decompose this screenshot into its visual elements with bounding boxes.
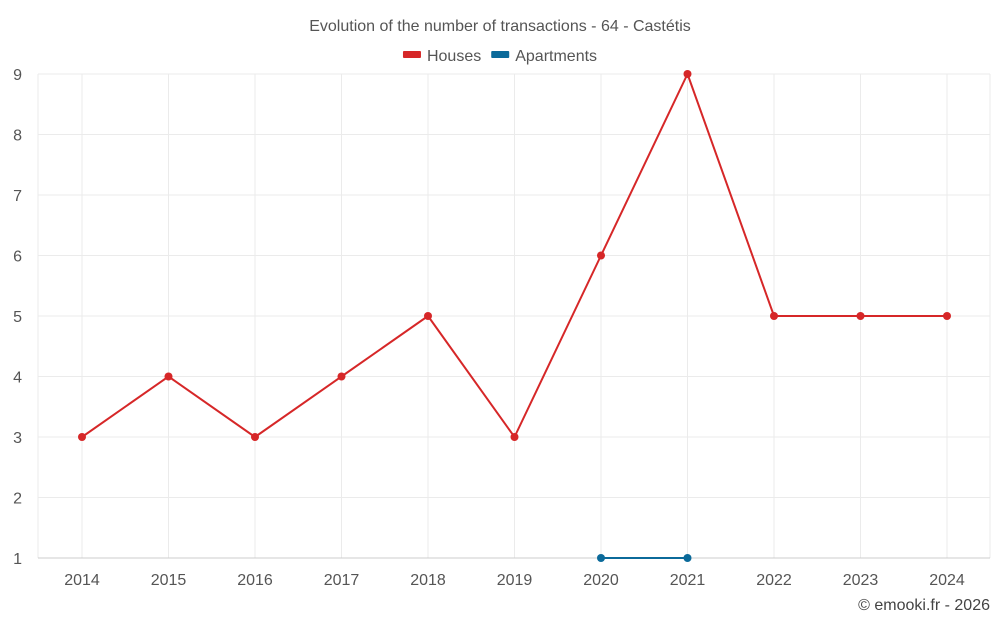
- x-tick-label: 2020: [583, 572, 619, 589]
- series-apartments: [597, 554, 692, 562]
- y-tick-label: 1: [13, 551, 22, 568]
- data-point-apartments[interactable]: [683, 554, 692, 562]
- chart-series: [78, 70, 951, 562]
- y-tick-label: 6: [13, 249, 22, 266]
- data-point-houses[interactable]: [943, 312, 951, 320]
- data-point-houses[interactable]: [856, 312, 865, 320]
- credit-text: © emooki.fr - 2026: [858, 597, 990, 614]
- y-tick-label: 2: [13, 491, 22, 508]
- x-tick-label: 2022: [756, 572, 792, 589]
- y-tick-label: 7: [13, 188, 22, 205]
- data-point-houses[interactable]: [770, 312, 778, 320]
- data-point-houses[interactable]: [251, 433, 259, 441]
- x-tick-label: 2017: [324, 572, 360, 589]
- x-tick-label: 2024: [929, 572, 965, 589]
- data-point-houses[interactable]: [424, 312, 432, 320]
- legend-swatch-apartments: [491, 51, 510, 58]
- x-tick-label: 2014: [64, 572, 100, 589]
- y-tick-label: 8: [13, 128, 22, 145]
- data-point-apartments[interactable]: [597, 554, 605, 562]
- legend-label-houses: Houses: [427, 48, 481, 65]
- data-point-houses[interactable]: [683, 70, 692, 78]
- x-tick-label: 2018: [410, 572, 446, 589]
- legend-swatch-houses: [402, 51, 421, 58]
- y-tick-label: 3: [13, 430, 22, 447]
- data-point-houses[interactable]: [78, 433, 86, 441]
- x-tick-label: 2021: [670, 572, 706, 589]
- data-point-houses[interactable]: [337, 372, 346, 381]
- x-tick-label: 2023: [843, 572, 879, 589]
- data-point-houses[interactable]: [597, 251, 605, 260]
- x-tick-label: 2019: [497, 572, 533, 589]
- series-houses: [78, 70, 951, 441]
- y-tick-label: 5: [13, 309, 22, 326]
- legend-item-apartments[interactable]: Apartments: [491, 48, 597, 65]
- x-tick-label: 2015: [151, 572, 187, 589]
- y-tick-label: 9: [13, 67, 22, 84]
- x-tick-label: 2016: [237, 572, 273, 589]
- y-tick-label: 4: [13, 370, 22, 387]
- legend-item-houses[interactable]: Houses: [402, 48, 481, 65]
- legend-label-apartments: Apartments: [515, 48, 597, 65]
- data-point-houses[interactable]: [164, 372, 173, 381]
- x-axis: 2014 2015 2016 2017 2018 2019 2020 2021 2022 2023…: [38, 557, 990, 589]
- chart-title: Evolution of the number of transactions …: [309, 18, 691, 35]
- chart-legend: Houses Apartments: [402, 48, 597, 65]
- y-axis: 1 2 3 4 5 6 7 8 9: [13, 67, 22, 568]
- data-point-houses[interactable]: [510, 433, 519, 441]
